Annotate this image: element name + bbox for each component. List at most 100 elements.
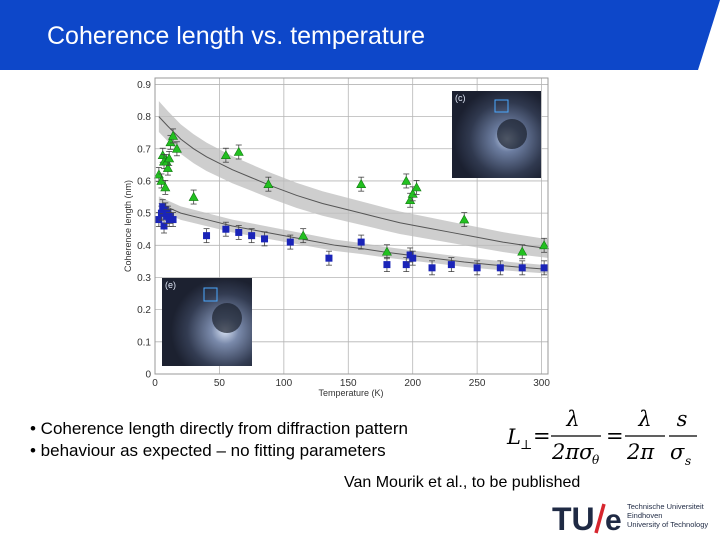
- data-point-square: [160, 222, 168, 230]
- inset-diffraction-e: (e): [162, 278, 252, 366]
- data-point-triangle: [164, 153, 175, 163]
- model-curve: [158, 116, 549, 250]
- citation: Van Mourik et al., to be published: [344, 474, 581, 491]
- inset-c-label: (c): [455, 93, 466, 103]
- data-point-triangle: [298, 230, 309, 240]
- confidence-band: [158, 101, 548, 258]
- data-point-square: [169, 216, 177, 224]
- inset-c-image: [452, 91, 541, 178]
- y-tick-label: 0.6: [137, 176, 151, 187]
- data-point-square: [248, 232, 256, 240]
- formula-frac1-den: 2πσ: [551, 440, 594, 464]
- data-point-square: [383, 261, 391, 269]
- data-point-triangle: [162, 162, 173, 172]
- data-point-triangle: [171, 143, 182, 153]
- formula-frac2-den-b: σ: [670, 440, 685, 464]
- header-background: [0, 0, 720, 70]
- data-point-triangle: [411, 182, 422, 192]
- data-point-square: [428, 264, 436, 272]
- coherence-formula: L ⊥ = λ 2πσ θ = λ 2π s σ s: [506, 407, 697, 468]
- data-point-triangle: [401, 175, 412, 185]
- y-tick-label: 0.1: [137, 337, 151, 348]
- y-tick-label: 0.9: [137, 80, 151, 91]
- y-axis-label: Coherence length (nm): [123, 180, 133, 272]
- logo-tu: TU: [552, 501, 595, 536]
- x-tick-label: 100: [276, 378, 293, 389]
- data-point-triangle: [160, 182, 171, 192]
- data-markers: [153, 128, 550, 276]
- inset-c-selection-box: [494, 99, 509, 113]
- formula-frac2-num-a: λ: [637, 407, 651, 431]
- y-tick-label: 0.7: [137, 144, 151, 155]
- data-point-triangle: [407, 188, 418, 198]
- data-point-triangle: [233, 146, 244, 156]
- data-point-square: [473, 264, 481, 272]
- x-tick-label: 300: [533, 378, 550, 389]
- data-point-square: [540, 264, 548, 272]
- data-point-square: [402, 261, 410, 269]
- data-point-triangle: [459, 214, 470, 224]
- inset-e-selection-box: [203, 287, 218, 302]
- data-point-triangle: [517, 246, 528, 256]
- y-tick-label: 0.2: [137, 305, 151, 316]
- x-tick-label: 0: [152, 378, 158, 389]
- data-point-square: [155, 216, 163, 224]
- header-banner: [0, 0, 720, 70]
- inset-diffraction-c: (c): [452, 91, 541, 178]
- slide-header: Coherence length vs. temperature: [0, 0, 720, 70]
- data-point-square: [222, 225, 230, 233]
- data-point-square: [203, 232, 211, 240]
- y-tick-label: 0.8: [137, 112, 151, 123]
- data-point-square: [447, 261, 455, 269]
- formula-lhs: L: [506, 425, 521, 449]
- data-point-triangle: [539, 240, 550, 250]
- logo-caption: Technische Universiteit Eindhoven Univer…: [627, 502, 708, 529]
- formula-frac1-num: λ: [565, 407, 579, 431]
- x-tick-label: 200: [404, 378, 421, 389]
- coherence-chart: (c) (e) 0 50 100 150 200 250 300 0 0.1 0.2 0.3 0.4…: [123, 77, 550, 398]
- data-point-triangle: [263, 179, 274, 188]
- logo-slash: [594, 503, 606, 534]
- formula-frac1-den-sub: θ: [592, 453, 600, 467]
- data-point-square: [157, 209, 165, 217]
- bullet-item: • Coherence length directly from diffrac…: [30, 419, 408, 438]
- formula-frac2-num-b: s: [677, 407, 688, 431]
- formula-frac2-den-sub: s: [685, 454, 691, 468]
- logo-line: Eindhoven: [627, 511, 663, 520]
- formula-equals-1: =: [533, 424, 551, 448]
- formula-equals-2: =: [606, 424, 624, 448]
- y-tick-label: 0: [145, 370, 151, 381]
- y-tick-label: 0.3: [137, 273, 151, 284]
- logo-e: e: [605, 504, 622, 536]
- data-point-square: [496, 264, 504, 272]
- logo-line: University of Technology: [627, 520, 709, 529]
- data-point-square: [518, 264, 526, 272]
- formula-lhs-sub: ⊥: [520, 438, 532, 453]
- x-tick-label: 250: [469, 378, 486, 389]
- data-point-square: [235, 228, 243, 236]
- y-tick-label: 0.5: [137, 209, 151, 220]
- inset-c-beamstop: [497, 119, 527, 149]
- x-tick-labels: 0 50 100 150 200 250 300: [152, 378, 550, 389]
- bullet-list: • Coherence length directly from diffrac…: [30, 418, 408, 462]
- x-tick-label: 50: [214, 378, 226, 389]
- plot-frame: [154, 77, 549, 375]
- data-point-triangle: [220, 150, 231, 160]
- data-point-triangle: [168, 130, 179, 140]
- data-point-square: [357, 238, 365, 246]
- y-tick-label: 0.4: [137, 241, 151, 252]
- x-axis-label: Temperature (K): [318, 388, 383, 398]
- data-point-triangle: [381, 246, 392, 256]
- logo-line: Technische Universiteit: [627, 502, 704, 511]
- inset-e-label: (e): [165, 280, 176, 290]
- tue-logo: TU e: [552, 501, 622, 536]
- data-point-square: [409, 254, 417, 262]
- data-point-square: [261, 235, 269, 243]
- y-tick-labels: 0 0.1 0.2 0.3 0.4 0.5 0.6 0.7 0.8 0.9: [137, 80, 151, 381]
- slide-title: Coherence length vs. temperature: [47, 22, 425, 50]
- data-point-square: [286, 238, 294, 246]
- data-point-square: [325, 254, 333, 262]
- bullet-item: • behaviour as expected – no fitting par…: [30, 441, 386, 460]
- formula-frac2-den-a: 2π: [626, 440, 655, 464]
- x-tick-label: 150: [340, 378, 357, 389]
